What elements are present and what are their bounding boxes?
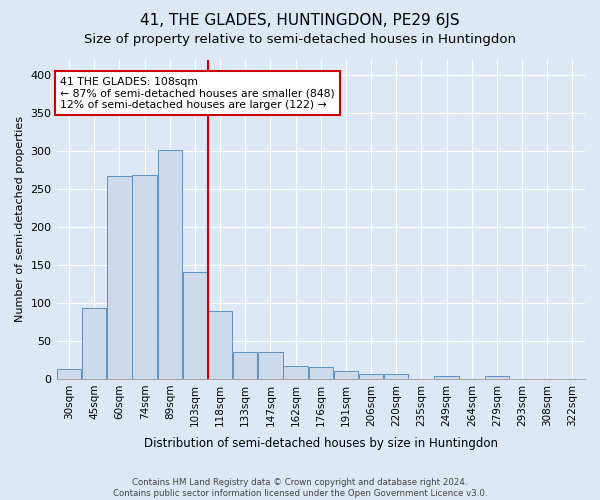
Bar	[57, 369, 82, 379]
Bar	[107, 176, 131, 379]
Bar	[82, 308, 106, 379]
Bar	[233, 352, 257, 379]
Text: 41, THE GLADES, HUNTINGDON, PE29 6JS: 41, THE GLADES, HUNTINGDON, PE29 6JS	[140, 12, 460, 28]
Bar	[283, 366, 308, 379]
Bar	[384, 374, 409, 379]
Bar	[334, 372, 358, 379]
Text: Contains HM Land Registry data © Crown copyright and database right 2024.
Contai: Contains HM Land Registry data © Crown c…	[113, 478, 487, 498]
Text: 41 THE GLADES: 108sqm
← 87% of semi-detached houses are smaller (848)
12% of sem: 41 THE GLADES: 108sqm ← 87% of semi-deta…	[61, 76, 335, 110]
Y-axis label: Number of semi-detached properties: Number of semi-detached properties	[15, 116, 25, 322]
X-axis label: Distribution of semi-detached houses by size in Huntingdon: Distribution of semi-detached houses by …	[144, 437, 498, 450]
Bar	[208, 312, 232, 379]
Bar	[308, 367, 333, 379]
Bar	[485, 376, 509, 379]
Bar	[183, 272, 207, 379]
Bar	[359, 374, 383, 379]
Bar	[158, 150, 182, 379]
Text: Size of property relative to semi-detached houses in Huntingdon: Size of property relative to semi-detach…	[84, 32, 516, 46]
Bar	[434, 376, 459, 379]
Bar	[258, 352, 283, 379]
Bar	[133, 176, 157, 379]
